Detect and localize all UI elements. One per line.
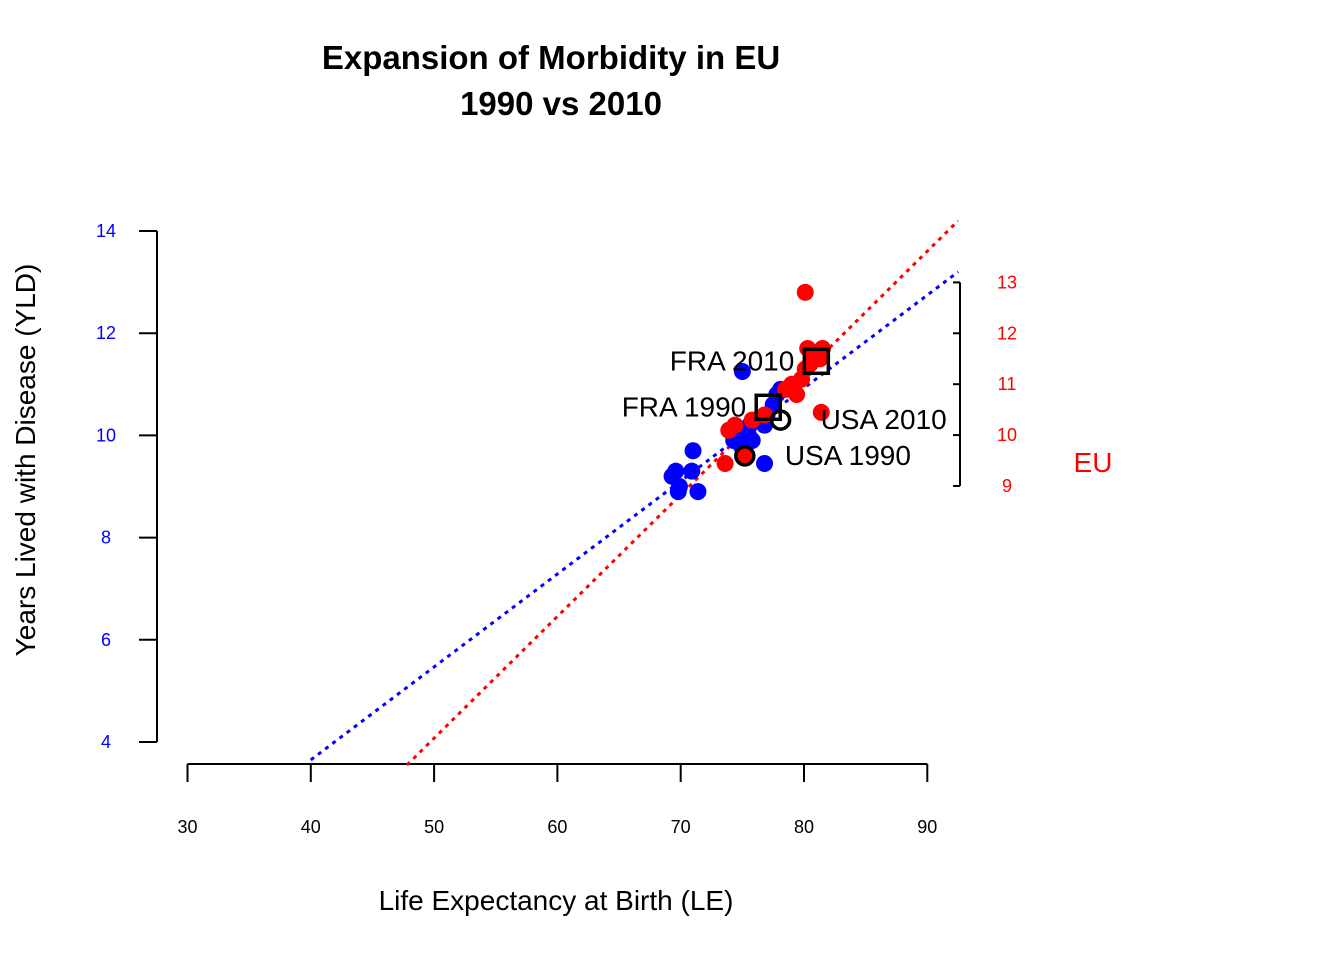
right-axis-label: EU [1074, 447, 1113, 478]
y-tick-label-right: 13 [997, 272, 1017, 292]
data-point [716, 455, 734, 473]
axes: 30 40 50 60 70 80 90 4 6 8 10 12 14 9 10 11 12 13 [96, 221, 1017, 837]
x-tick-label: 50 [424, 817, 444, 837]
y-tick-label-right: 9 [1002, 476, 1012, 496]
data-point [735, 447, 753, 465]
point-label: USA 1990 [785, 440, 911, 471]
data-point [667, 462, 685, 480]
y-tick-label-left: 14 [96, 221, 116, 241]
x-tick-label: 90 [917, 817, 937, 837]
data-point [756, 455, 774, 473]
highlighted-points: FRA 1990 FRA 2010 USA 1990 USA 2010 [622, 345, 947, 471]
y-tick-label-left: 4 [101, 732, 111, 752]
data-point [670, 478, 688, 495]
x-axis-title: Life Expectancy at Birth (LE) [379, 885, 734, 916]
fit-lines [309, 219, 960, 767]
y-tick-label-left: 6 [101, 630, 111, 650]
data-point [683, 462, 701, 480]
data-point [812, 403, 830, 421]
data-point [796, 283, 814, 301]
point-label: USA 2010 [821, 404, 947, 435]
y-tick-label-right: 11 [998, 374, 1017, 394]
y-tick-label-left: 12 [96, 323, 116, 343]
x-tick-label: 60 [547, 817, 567, 837]
highlight-square [802, 347, 831, 376]
y-tick-label-left: 10 [96, 425, 116, 445]
highlight-circle [734, 445, 756, 467]
point-label: FRA 2010 [670, 345, 795, 376]
highlight-circle [769, 409, 792, 431]
x-tick-label: 80 [794, 817, 814, 837]
x-tick-label: 30 [177, 817, 197, 837]
y-tick-label-right: 10 [997, 425, 1017, 445]
x-tick-label: 70 [671, 817, 691, 837]
highlight-square [754, 393, 782, 422]
data-point [733, 363, 751, 381]
y-axis-title: Years Lived with Disease (YLD) [10, 264, 41, 657]
data-point [726, 416, 744, 434]
x-tick-label: 40 [301, 817, 321, 837]
chart-title-line1: Expansion of Morbidity in EU [322, 39, 780, 76]
data-point [684, 442, 702, 460]
point-label: FRA 1990 [622, 391, 747, 422]
chart-title-line2: 1990 vs 2010 [460, 85, 662, 122]
data-point [788, 386, 806, 404]
y-tick-label-right: 12 [997, 323, 1017, 343]
y-tick-label-left: 8 [101, 528, 111, 548]
data-point [743, 432, 761, 450]
fit-line [309, 270, 960, 762]
data-point [689, 483, 707, 501]
